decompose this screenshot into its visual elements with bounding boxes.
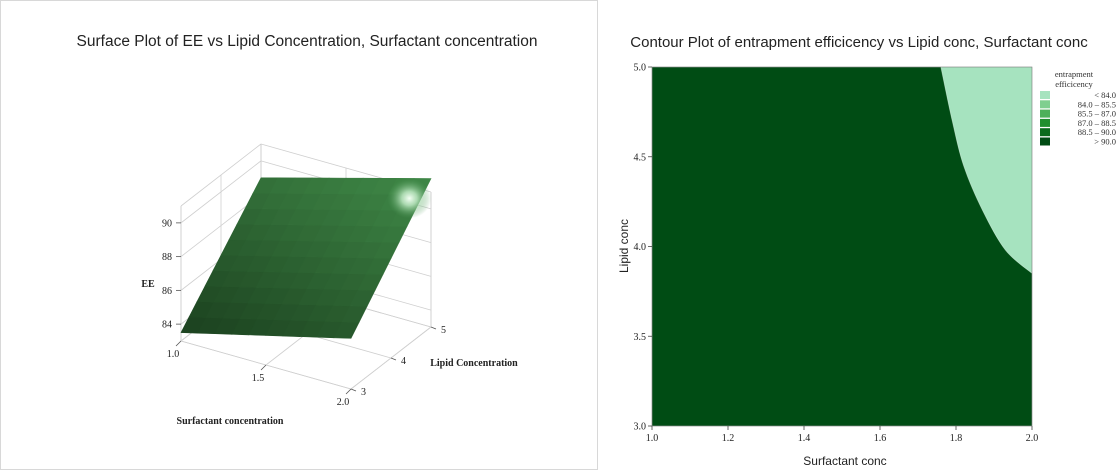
surface-x-axis-label: Surfactant concentration [177,416,284,427]
contour-x-tick-label: 1.0 [646,433,659,444]
surface-z-axis-label: EE [141,279,155,290]
surface-y-tick-label: 4 [401,356,406,367]
contour-legend-label: < 84.0 [1094,90,1116,100]
contour-x-tick-label: 1.8 [950,433,963,444]
surface-y-tick [430,326,437,330]
surface-x-tick-label: 2.0 [337,397,350,408]
contour-region [651,66,1033,427]
surface-x-tick [175,340,182,347]
contour-y-tick-label: 3.0 [634,422,647,433]
contour-y-tick-label: 5.0 [634,63,647,74]
contour-y-tick-label: 4.0 [634,242,647,253]
contour-x-tick-label: 1.4 [798,433,811,444]
contour-legend-title: efficicency [1055,79,1093,89]
contour-legend-swatch [1040,128,1050,137]
surface-z-tick-label: 88 [162,252,172,263]
contour-axes: 1.0 1.2 1.4 1.6 1.8 2.0 3.0 3.5 4.0 4.5 5.0 [634,63,1039,445]
surface-x-tick-label: 1.5 [252,373,265,384]
surface-highlight [387,178,432,219]
surface-y-tick-label: 5 [441,325,446,336]
contour-plot-title: Contour Plot of entrapment efficicency v… [630,34,1088,51]
contour-legend-swatch [1040,91,1050,99]
contour-y-tick-label: 4.5 [634,152,647,163]
surface-plot-title: Surface Plot of EE vs Lipid Concentratio… [77,33,538,50]
contour-legend-swatch [1040,137,1050,146]
contour-x-tick-label: 2.0 [1026,433,1039,444]
contour-legend-label: > 90.0 [1094,137,1116,147]
surface-y-axis-label: Lipid Concentration [430,358,518,369]
contour-legend-label: 84.0 – 85.5 [1078,99,1116,109]
contour-legend-swatch [1040,100,1050,109]
contour-x-axis-label: Surfactant conc [803,454,886,468]
surface-y-tick-label: 3 [361,387,366,398]
surface-plot-ticks: 84 86 88 90 1.0 1.5 2.0 3 4 5 [162,218,446,408]
contour-legend-swatch [1040,109,1050,118]
contour-legend-label: 85.5 – 87.0 [1078,109,1116,119]
surface-x-tick [345,388,352,395]
contour-x-tick-label: 1.2 [722,433,735,444]
surface-x-tick-label: 1.0 [167,349,180,360]
surface-y-tick [350,388,357,392]
surface-plot-surface [180,177,432,339]
surface-z-tick-label: 90 [162,218,172,229]
surface-z-tick-label: 86 [162,286,172,297]
surface-plot-panel: Surface Plot of EE vs Lipid Concentratio… [0,0,598,470]
surface-z-tick-label: 84 [162,320,172,331]
contour-plot: Contour Plot of entrapment efficicency v… [617,34,1116,468]
contour-regions [651,66,1033,427]
surface-x-tick [260,364,267,371]
contour-legend-title: entrapment [1055,69,1094,79]
contour-y-tick-label: 3.5 [634,332,647,343]
contour-plot-panel: Contour Plot of entrapment efficicency v… [600,0,1118,470]
surface-plot: Surface Plot of EE vs Lipid Concentratio… [77,33,538,427]
contour-y-axis-label: Lipid conc [617,219,631,273]
surface-y-tick [390,357,397,361]
contour-legend-label: 87.0 – 88.5 [1078,118,1116,128]
contour-legend-label: 88.5 – 90.0 [1078,127,1116,137]
contour-legend-swatch [1040,118,1050,127]
contour-x-tick-label: 1.6 [874,433,887,444]
